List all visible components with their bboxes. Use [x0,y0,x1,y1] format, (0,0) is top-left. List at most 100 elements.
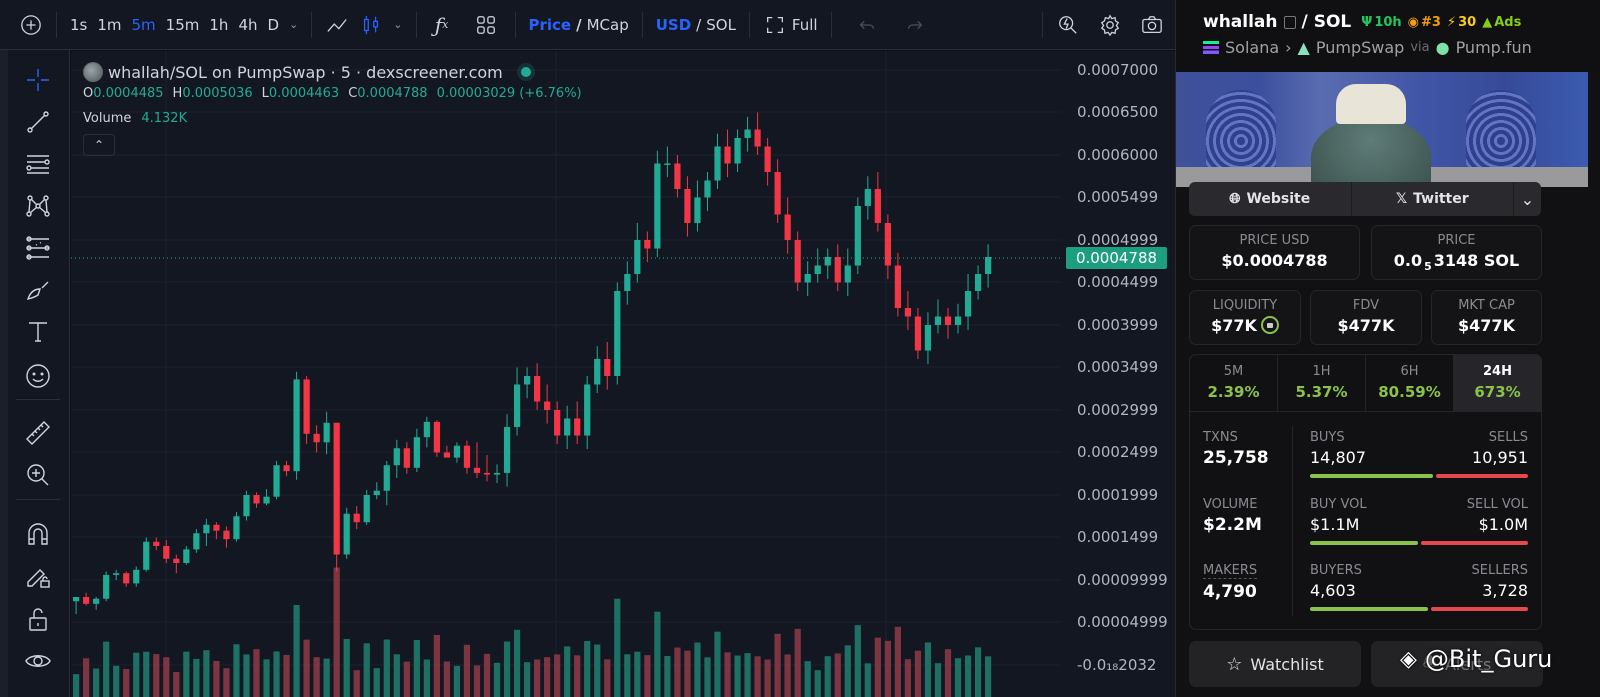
settings-button[interactable] [1093,8,1127,42]
liquidity-label: LIQUIDITY [1212,298,1278,313]
banner-arch [1206,90,1276,175]
price-usd-card: PRICE USD $0.0004788 [1189,225,1360,280]
price-sol-label: PRICE [1437,233,1476,248]
fullscreen-label: Full [791,15,818,34]
timeframe-dropdown[interactable]: ⌄ [284,8,303,42]
watchlist-button[interactable]: ☆ Watchlist [1189,641,1361,687]
twitter-button[interactable]: 𝕏 Twitter [1350,182,1542,216]
timeframe-4h[interactable]: 4h [238,15,258,34]
buyers-sellers-bar [1310,607,1528,611]
screenshot-button[interactable] [1135,8,1169,42]
redo-button[interactable] [898,8,932,42]
currency-toggle[interactable]: USD / SOL [651,8,741,42]
dex-link[interactable]: PumpSwap [1315,38,1405,57]
pair-quote: SOL [1313,12,1352,32]
tab-24h[interactable]: 24H 673% [1454,355,1541,411]
via-label: via [1410,40,1430,55]
mcap-label: MKT CAP [1458,298,1515,313]
undo-button[interactable] [850,8,884,42]
timeframe-d[interactable]: D [267,15,280,34]
price-mcap-toggle[interactable]: Price / MCap [524,8,634,42]
timeframe-5m[interactable]: 5m [131,15,156,34]
timeframe-1s[interactable]: 1s [70,15,88,34]
star-icon: ☆ [1226,653,1243,675]
brush-tool[interactable] [22,274,54,306]
magnet-tool[interactable] [22,518,54,550]
axis-tick-label: 0.0001499 [1077,528,1159,546]
lock-icon[interactable] [1260,316,1279,334]
pattern-tool[interactable] [22,190,54,222]
pill-icon: ● [1435,38,1450,57]
low-key: L [261,86,269,101]
text-tool[interactable] [22,316,54,348]
text-icon [29,322,47,342]
mcap-option[interactable]: MCap [586,15,629,34]
fdv-value: $477K [1337,316,1395,335]
candlestick-plot[interactable] [71,51,1061,697]
trending-rank-badge[interactable]: ◉ #3 [1407,14,1441,30]
chart-type-dropdown[interactable]: ⌄ [388,8,407,42]
usd-option[interactable]: USD [655,15,692,34]
buys-sells-stat: BUYS SELLS 14,807 10,951 [1310,430,1528,478]
tab-1h[interactable]: 1H 5.37% [1278,355,1366,411]
timeframe-1m[interactable]: 1m [97,15,122,34]
lock-all-tool[interactable] [22,603,54,635]
age-badge: Ψ 10h [1361,14,1402,30]
price-option[interactable]: Price [528,15,572,34]
quick-search-button[interactable] [1051,8,1085,42]
website-button[interactable]: 🌐︎ Website [1189,182,1351,216]
layouts-button[interactable] [469,8,503,42]
camera-icon [1140,13,1164,37]
megaphone-icon: ▲ [1482,14,1493,30]
plus-circle-icon [19,13,43,37]
launchpad-link[interactable]: Pump.fun [1455,38,1532,57]
crosshair-tool[interactable] [22,64,54,96]
tool-divider [16,399,60,400]
chevron-down-icon: ⌄ [1520,189,1535,209]
horizontal-lines-icon [26,155,50,174]
timeframe-15m[interactable]: 15m [165,15,200,34]
chevron-up-icon: ⌃ [93,138,105,152]
banner-arch [1466,90,1536,175]
tool-divider [16,499,60,500]
copy-icon[interactable] [1283,15,1296,29]
x-logo-icon: 𝕏 [1395,191,1408,207]
trendline-tool[interactable] [22,106,54,138]
fib-tool[interactable] [22,148,54,180]
hide-drawings-tool[interactable] [22,645,54,677]
stats-divider [1292,426,1293,616]
measure-tool[interactable] [22,417,54,449]
pair-base: whallah [1203,12,1278,32]
emoji-tool[interactable] [22,360,54,392]
globe-icon: 🌐︎ [1229,191,1241,207]
fullscreen-button[interactable]: Full [758,8,823,42]
alerts-button[interactable]: 🕭︎ Alerts [1371,641,1543,687]
price-sol-card: PRICE 0.0 5 3148 SOL [1371,225,1542,280]
price-axis[interactable]: 0.0004788 0.0007000 0.0006500 0.0006000 0.0… [1061,51,1175,697]
timeframe-1h[interactable]: 1h [209,15,229,34]
lock-drawings-tool[interactable] [22,560,54,592]
trendline-icon [27,111,49,133]
live-indicator-icon [520,67,531,77]
add-symbol-button[interactable] [14,8,48,42]
watermark: ◈ @Bit_Guru [1400,645,1552,673]
toolbar-divider [1042,11,1043,38]
tab-6h[interactable]: 6H 80.59% [1366,355,1454,411]
line-chart-button[interactable] [320,8,354,42]
ads-badge[interactable]: ▲ Ads [1482,14,1522,30]
sol-option[interactable]: SOL [706,15,736,34]
chain-link[interactable]: Solana [1225,38,1280,57]
social-links: 🌐︎ Website 𝕏 Twitter [1189,182,1541,216]
close-key: C [348,86,358,101]
candles-chart-button[interactable] [354,8,388,42]
collapse-legend-button[interactable]: ⌃ [83,134,115,156]
price-chart[interactable]: whallah/SOL on PumpSwap · 5 · dexscreene… [71,51,1061,697]
eye-icon [25,655,51,667]
more-links-button[interactable]: ⌄ [1513,182,1541,216]
zoom-in-tool[interactable] [22,459,54,491]
tab-5m[interactable]: 5M 2.39% [1190,355,1278,411]
boosts-badge[interactable]: ⚡ 30 [1446,14,1477,30]
volume-stat: VOLUME $2.2M [1203,497,1262,535]
forecast-tool[interactable] [22,232,54,264]
